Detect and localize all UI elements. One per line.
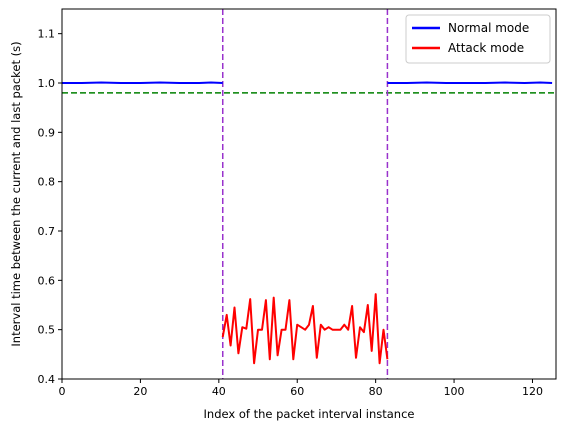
y-tick-label: 0.7 (38, 225, 56, 238)
y-tick-label: 0.9 (38, 126, 56, 139)
y-tick-label: 0.6 (38, 274, 56, 287)
series-line-normal-mode-0 (62, 81, 223, 84)
x-tick-label: 60 (290, 385, 304, 398)
y-tick-label: 0.4 (38, 373, 56, 386)
x-tick-label: 0 (59, 385, 66, 398)
reference-lines (62, 9, 556, 379)
y-axis-label: Interval time between the current and la… (9, 41, 23, 346)
series-lines (62, 81, 553, 365)
y-tick-label: 0.5 (38, 324, 56, 337)
plot-frame (61, 8, 557, 380)
legend-entry-label: Normal mode (448, 21, 529, 35)
legend-entry-label: Attack mode (448, 41, 524, 55)
x-tick-label: 40 (212, 385, 226, 398)
y-tick-label: 1.1 (38, 28, 56, 41)
series-line-attack-mode-0 (221, 293, 389, 365)
x-axis-ticks: 0 20 40 60 80 100 120 (59, 379, 543, 398)
legend: Normal mode Attack mode (405, 14, 551, 64)
legend-box (405, 14, 551, 64)
x-tick-label: 120 (522, 385, 543, 398)
y-tick-label: 0.8 (38, 176, 56, 189)
x-tick-label: 80 (369, 385, 383, 398)
series-line-normal-mode-1 (387, 81, 553, 84)
x-tick-label: 100 (444, 385, 465, 398)
x-axis-label: Index of the packet interval instance (204, 407, 415, 421)
x-tick-label: 20 (133, 385, 147, 398)
y-axis-ticks: 0.4 0.5 0.6 0.7 0.8 0.9 1.0 1.1 (38, 28, 62, 386)
y-tick-label: 1.0 (38, 77, 56, 90)
